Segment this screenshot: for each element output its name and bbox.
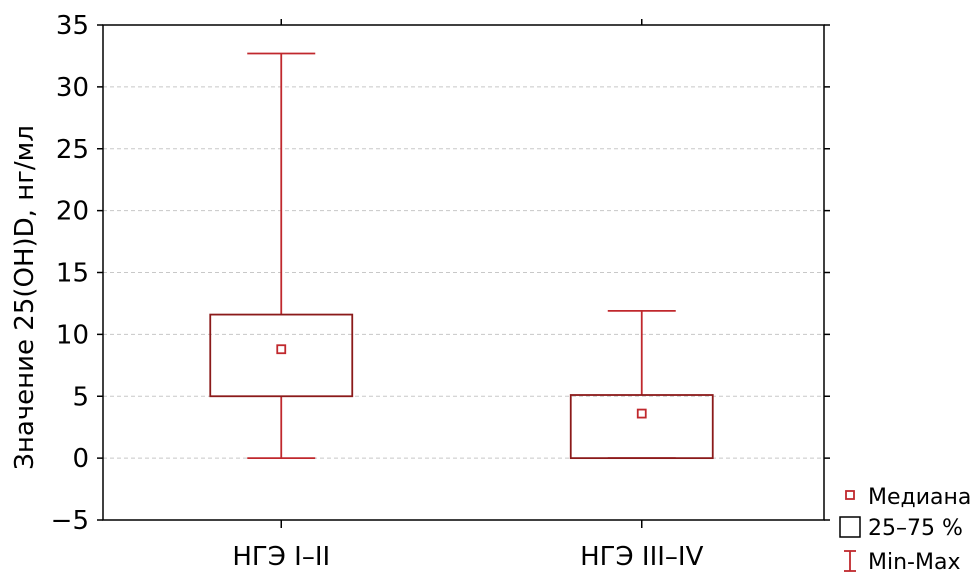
y-axis-title: Значение 25(OH)D, нг/мл xyxy=(10,125,40,470)
median-marker xyxy=(276,344,287,355)
legend-label: 25–75 % xyxy=(868,516,963,541)
legend-item-minmax: Min-Max xyxy=(844,550,960,575)
median-marker xyxy=(636,408,647,419)
legend-label: Медиана xyxy=(868,485,971,510)
legend-label: Min-Max xyxy=(868,550,960,575)
legend-item-iqr: 25–75 % xyxy=(839,516,963,541)
y-tick-label: 35 xyxy=(56,11,89,41)
x-axis: НГЭ I–II НГЭ III–IV xyxy=(232,19,704,572)
x-category-label: НГЭ I–II xyxy=(232,542,330,572)
y-tick-label: 20 xyxy=(56,197,89,227)
iqr-box xyxy=(209,313,354,398)
y-tick-label: 30 xyxy=(56,73,89,103)
legend-item-median: Медиана xyxy=(845,485,971,510)
y-tick-label: 25 xyxy=(56,135,89,165)
boxes xyxy=(209,52,714,460)
x-category-label: НГЭ III–IV xyxy=(580,542,703,572)
iqr-box xyxy=(569,394,714,460)
legend-box-symbol xyxy=(839,516,861,538)
legend: Медиана 25–75 % Min-Max xyxy=(839,485,971,575)
legend-median-symbol xyxy=(845,490,855,500)
box-group xyxy=(569,309,714,460)
box-group xyxy=(209,52,354,460)
y-tick-label: 10 xyxy=(56,320,89,350)
y-axis: −5 0 5 10 15 20 25 30 35 xyxy=(51,11,830,536)
grid-lines xyxy=(103,86,824,459)
y-tick-label: 15 xyxy=(56,259,89,289)
y-tick-label: −5 xyxy=(51,506,89,536)
y-tick-label: 5 xyxy=(72,382,89,412)
y-tick-label: 0 xyxy=(72,444,89,474)
